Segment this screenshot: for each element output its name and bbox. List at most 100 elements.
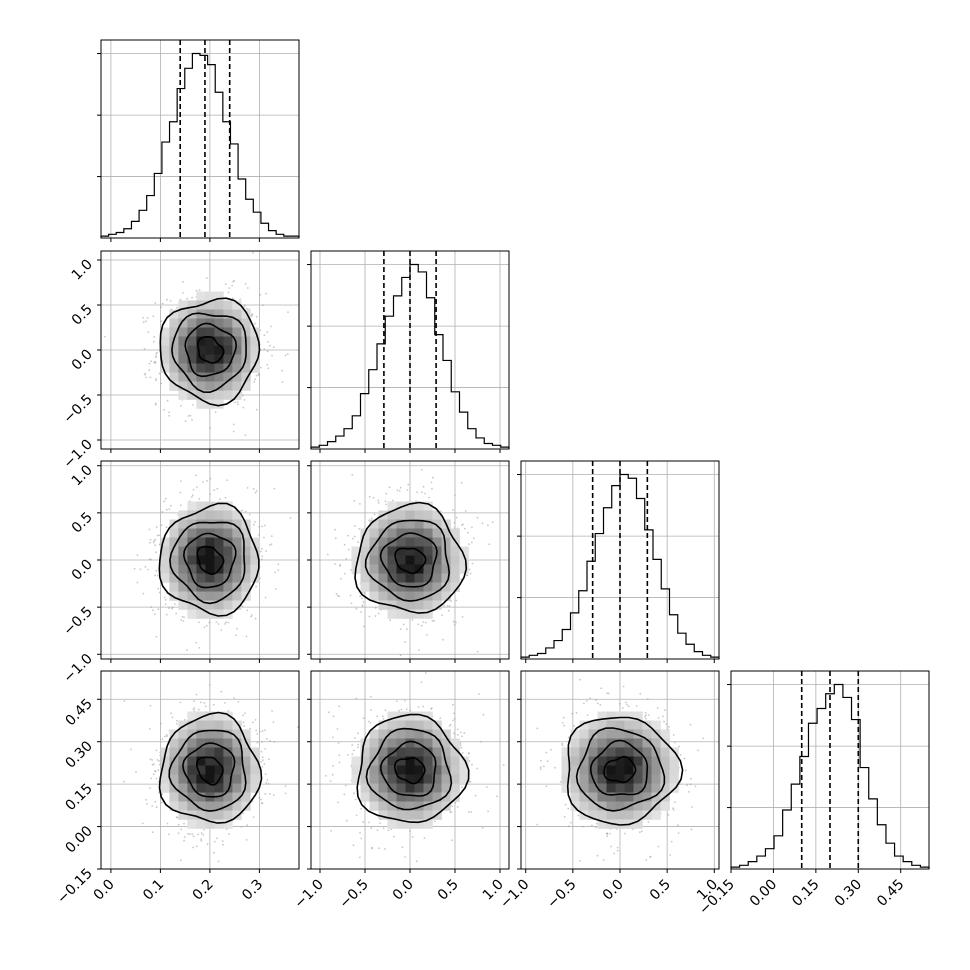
sample-point xyxy=(464,527,466,530)
density-cell xyxy=(651,738,661,748)
density-cell xyxy=(214,810,224,820)
density-cell xyxy=(223,792,233,802)
sample-point xyxy=(149,376,152,379)
density-cell xyxy=(450,783,460,793)
sample-point xyxy=(461,786,463,789)
density-cell xyxy=(187,711,197,721)
density-cell xyxy=(606,765,616,775)
density-cell xyxy=(432,756,442,766)
density-cell xyxy=(414,720,424,730)
density-cell xyxy=(205,765,215,775)
sample-point xyxy=(457,733,459,736)
sample-point xyxy=(554,766,556,769)
density-cell xyxy=(187,381,197,391)
density-cell xyxy=(414,810,424,820)
density-cell xyxy=(241,546,251,556)
sample-point xyxy=(157,769,160,772)
density-cell xyxy=(651,756,661,766)
density-cell xyxy=(232,810,242,820)
density-cell xyxy=(196,363,206,373)
density-cell xyxy=(642,801,652,811)
density-cell xyxy=(178,510,188,520)
density-cell xyxy=(615,729,625,739)
density-cell xyxy=(378,555,388,565)
sample-point xyxy=(416,491,418,494)
sample-point xyxy=(385,503,387,506)
sample-point xyxy=(606,833,609,835)
density-cell xyxy=(387,564,397,574)
density-cell xyxy=(205,372,215,382)
y-tick-label: 0.5 xyxy=(69,302,96,329)
density-cell xyxy=(223,510,233,520)
density-cell xyxy=(387,756,397,766)
sample-point xyxy=(368,821,370,824)
sample-point xyxy=(165,526,168,529)
sample-point xyxy=(591,824,593,827)
density-cell xyxy=(196,792,206,802)
sample-point xyxy=(387,829,390,832)
sample-point xyxy=(401,846,404,849)
sample-point xyxy=(145,376,148,379)
density-cell xyxy=(597,738,607,748)
sample-point xyxy=(158,763,161,766)
sample-point xyxy=(199,701,202,704)
density-cell xyxy=(624,792,634,802)
sample-point xyxy=(404,641,407,643)
sample-point xyxy=(266,331,269,333)
density-cell xyxy=(223,519,233,529)
density-cell xyxy=(597,810,607,820)
sample-point xyxy=(240,443,242,445)
sample-point xyxy=(228,833,230,835)
density-cell xyxy=(232,801,242,811)
sample-point xyxy=(459,744,462,747)
y-tick-label: 0.0 xyxy=(69,557,96,584)
density-cell xyxy=(187,501,197,511)
density-cell xyxy=(624,765,634,775)
density-cell xyxy=(232,336,242,346)
sample-point xyxy=(259,329,262,332)
density-cell xyxy=(241,783,251,793)
density-cell xyxy=(432,738,442,748)
sample-point xyxy=(186,297,189,300)
density-cell xyxy=(459,765,469,775)
density-cell xyxy=(232,591,242,601)
sample-point xyxy=(697,749,699,752)
sample-point xyxy=(267,367,270,370)
density-cell xyxy=(588,810,598,820)
x-tick-label: 0.5 xyxy=(647,877,674,904)
sample-point xyxy=(609,832,611,835)
density-cell xyxy=(369,546,379,556)
sample-point xyxy=(165,734,168,736)
density-cell xyxy=(232,354,242,364)
sample-point xyxy=(195,641,198,644)
contour-level-3 xyxy=(356,713,470,824)
sample-point xyxy=(455,621,457,624)
sample-point xyxy=(150,777,153,780)
density-cell xyxy=(232,573,242,583)
density-cell xyxy=(405,801,415,811)
density-cell xyxy=(414,729,424,739)
sample-point xyxy=(263,348,266,351)
sample-point xyxy=(244,434,247,436)
density-cell xyxy=(205,747,215,757)
sample-point xyxy=(399,654,402,657)
sample-point xyxy=(149,728,151,730)
density-cell xyxy=(214,756,224,766)
sample-point xyxy=(281,381,284,383)
sample-point xyxy=(246,487,249,489)
sample-point xyxy=(161,793,164,796)
density-cell xyxy=(459,774,469,784)
density-cell xyxy=(660,756,670,766)
density-cell xyxy=(651,783,661,793)
sample-point xyxy=(209,493,212,496)
sample-point xyxy=(645,717,647,720)
sample-point xyxy=(227,291,230,294)
sample-point xyxy=(269,344,271,347)
sample-point xyxy=(151,805,154,807)
sample-point xyxy=(421,469,423,471)
sample-point xyxy=(645,714,647,717)
density-cell xyxy=(423,582,433,592)
density-cell xyxy=(196,711,206,721)
scatter-panel-3-1 xyxy=(307,670,510,873)
density-cell xyxy=(378,783,388,793)
